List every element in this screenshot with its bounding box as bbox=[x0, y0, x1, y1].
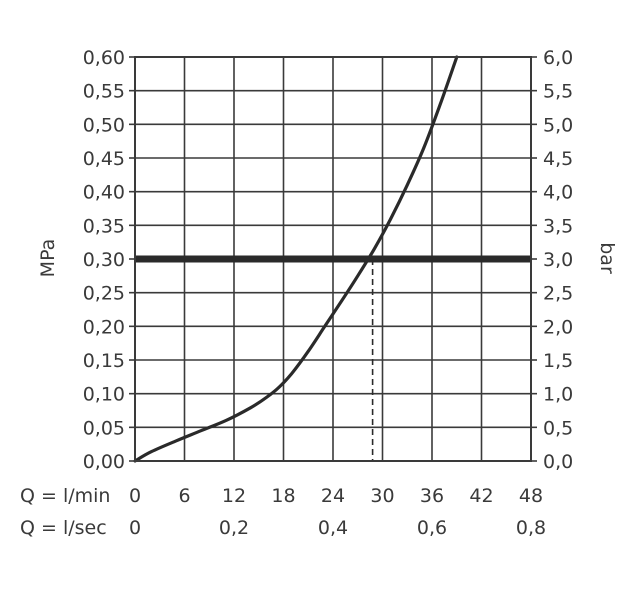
x-tick-label-lmin: 12 bbox=[222, 485, 246, 507]
x-tick-label-lsec: 0 bbox=[129, 517, 141, 539]
left-tick-label: 0,40 bbox=[83, 182, 125, 204]
x-tick-label-lmin: 30 bbox=[370, 485, 394, 507]
left-axis-label: MPa bbox=[37, 239, 59, 278]
right-tick-label: 1,5 bbox=[543, 350, 573, 372]
right-tick-label: 5,5 bbox=[543, 81, 573, 103]
x-tick-label-lmin: 48 bbox=[519, 485, 543, 507]
reference-lines bbox=[135, 255, 531, 461]
x-tick-label-lsec: 0,2 bbox=[219, 517, 249, 539]
series-curve-0 bbox=[133, 55, 459, 463]
left-tick-label: 0,25 bbox=[83, 283, 125, 305]
right-tick-label: 2,0 bbox=[543, 316, 573, 338]
left-tick-label: 0,55 bbox=[83, 81, 125, 103]
x-axis-label-lmin: Q = l/min bbox=[20, 485, 110, 507]
x-tick-label-lmin: 6 bbox=[178, 485, 190, 507]
right-tick-label: 0,0 bbox=[543, 451, 573, 473]
right-tick-label: 3,5 bbox=[543, 215, 573, 237]
x-axis-label-lsec: Q = l/sec bbox=[20, 517, 107, 539]
right-tick-label: 4,0 bbox=[543, 182, 573, 204]
right-tick-label: 4,5 bbox=[543, 148, 573, 170]
x-tick-label-lmin: 18 bbox=[271, 485, 295, 507]
left-axis-ticks: 0,00 0,05 0,10 0,15 0,20 0,25 0,30 0,35 0,40 0,45… bbox=[83, 47, 135, 473]
right-tick-label: 2,5 bbox=[543, 283, 573, 305]
x-tick-label-lmin: 36 bbox=[420, 485, 444, 507]
right-tick-label: 3,0 bbox=[543, 249, 573, 271]
x-tick-label-lsec: 0,8 bbox=[516, 517, 546, 539]
x-tick-label-lmin: 24 bbox=[321, 485, 345, 507]
left-tick-label: 0,60 bbox=[83, 47, 125, 69]
right-tick-label: 6,0 bbox=[543, 47, 573, 69]
x-tick-label-lsec: 0,6 bbox=[417, 517, 447, 539]
curve-layer bbox=[133, 55, 459, 463]
left-tick-label: 0,15 bbox=[83, 350, 125, 372]
left-tick-label: 0,50 bbox=[83, 114, 125, 136]
left-tick-label: 0,30 bbox=[83, 249, 125, 271]
left-tick-label: 0,20 bbox=[83, 316, 125, 338]
right-axis-label: bar bbox=[596, 242, 618, 274]
x-tick-label-lmin: 42 bbox=[469, 485, 493, 507]
left-tick-label: 0,35 bbox=[83, 215, 125, 237]
right-axis-ticks: 0,0 0,5 1,0 1,5 2,0 2,5 3,0 3,5 4,0 4,5 5,0 5,5 6,0 bbox=[531, 47, 573, 473]
right-tick-label: 5,0 bbox=[543, 114, 573, 136]
right-tick-label: 0,5 bbox=[543, 417, 573, 439]
x-axis-ticks: 0 6 12 18 24 30 36 42 48 0 0,2 0,4 0,6 0,8 bbox=[129, 485, 546, 539]
left-tick-label: 0,10 bbox=[83, 384, 125, 406]
right-tick-label: 1,0 bbox=[543, 384, 573, 406]
x-tick-label-lmin: 0 bbox=[129, 485, 141, 507]
left-tick-label: 0,00 bbox=[83, 451, 125, 473]
x-tick-label-lsec: 0,4 bbox=[318, 517, 348, 539]
left-tick-label: 0,45 bbox=[83, 148, 125, 170]
left-tick-label: 0,05 bbox=[83, 417, 125, 439]
